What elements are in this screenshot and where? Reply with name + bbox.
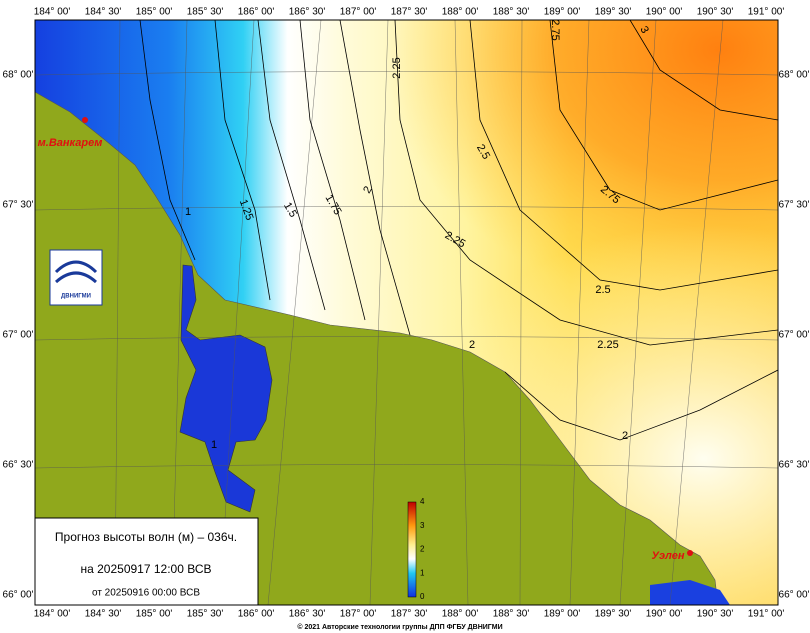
lat-label: 67° 00' [3, 330, 34, 341]
colorbar-tick: 2 [420, 545, 425, 554]
lon-label: 188° 30' [493, 609, 530, 620]
lon-label: 184° 00' [34, 7, 71, 18]
lon-label: 190° 00' [646, 609, 683, 620]
graticule [35, 20, 778, 605]
contour-label: 2 [469, 339, 475, 351]
lon-label: 188° 00' [442, 7, 479, 18]
lon-label: 184° 30' [85, 609, 122, 620]
legend-valid: на 20250917 12:00 ВСВ [81, 562, 212, 576]
lat-label: 67° 30' [3, 200, 34, 211]
contour-label: 2 [622, 430, 628, 442]
isolines [139, 20, 778, 441]
legend-issued: от 20250916 00:00 ВСВ [92, 588, 200, 599]
colorbar-tick: 0 [420, 592, 425, 601]
lat-label: 66° 00' [3, 590, 34, 601]
lon-label: 189° 00' [544, 7, 581, 18]
colorbar [407, 501, 417, 598]
lon-label: 185° 00' [136, 609, 173, 620]
lon-label: 190° 30' [697, 7, 734, 18]
lon-label: 184° 00' [34, 609, 71, 620]
lon-label: 186° 30' [289, 7, 326, 18]
stations [82, 117, 693, 556]
lat-label: 68° 00' [3, 70, 34, 81]
logo-text: ДВНИГМИ [61, 294, 91, 300]
lon-label: 186° 00' [238, 609, 275, 620]
colorbar-tick: 1 [420, 568, 425, 577]
lon-label: 191° 00' [748, 609, 785, 620]
lon-label: 188° 00' [442, 609, 479, 620]
lat-label: 67° 30' [779, 200, 810, 211]
lon-label: 187° 30' [391, 609, 428, 620]
lon-label: 190° 00' [646, 7, 683, 18]
map-area [35, 20, 778, 605]
lon-label: 187° 00' [340, 7, 377, 18]
lon-label: 185° 00' [136, 7, 173, 18]
lon-label: 187° 30' [391, 7, 428, 18]
colorbar-tick: 3 [420, 521, 425, 530]
contour-label: 1 [211, 439, 217, 451]
lon-label: 191° 00' [748, 7, 785, 18]
legend-title: Прогноз высоты волн (м) – 036ч. [55, 530, 237, 544]
legend-box [34, 517, 259, 606]
lon-label: 185° 30' [187, 609, 224, 620]
contour-label: 2.25 [391, 57, 403, 78]
place-label: м.Ванкарем [38, 137, 103, 149]
lon-label: 184° 30' [85, 7, 122, 18]
logo: ДВНИГМИ [49, 249, 103, 306]
lon-label: 188° 30' [493, 7, 530, 18]
map-frame [34, 19, 779, 606]
lat-label: 66° 30' [779, 460, 810, 471]
colorbar-tick: 4 [420, 497, 425, 506]
lat-label: 66° 00' [779, 590, 810, 601]
lat-label: 67° 00' [779, 330, 810, 341]
lon-label: 186° 30' [289, 609, 326, 620]
footer: © 2021 Авторские технологии группы ДПП Ф… [297, 623, 502, 631]
contour-label: 3 [637, 24, 650, 35]
contour-label: 1 [185, 206, 191, 218]
lon-label: 189° 30' [595, 7, 632, 18]
contour-label: 2.75 [549, 19, 561, 40]
contour-label: 2.25 [597, 339, 618, 351]
lat-label: 66° 30' [3, 460, 34, 471]
lon-label: 190° 30' [697, 609, 734, 620]
lon-label: 186° 00' [238, 7, 275, 18]
lon-label: 189° 30' [595, 609, 632, 620]
contour-label: 2.5 [595, 284, 610, 296]
lon-label: 189° 00' [544, 609, 581, 620]
lon-label: 187° 00' [340, 609, 377, 620]
place-label: Уэлен [652, 550, 685, 562]
lat-label: 68° 00' [779, 70, 810, 81]
lon-label: 185° 30' [187, 7, 224, 18]
contour-label: 2 [361, 184, 374, 195]
